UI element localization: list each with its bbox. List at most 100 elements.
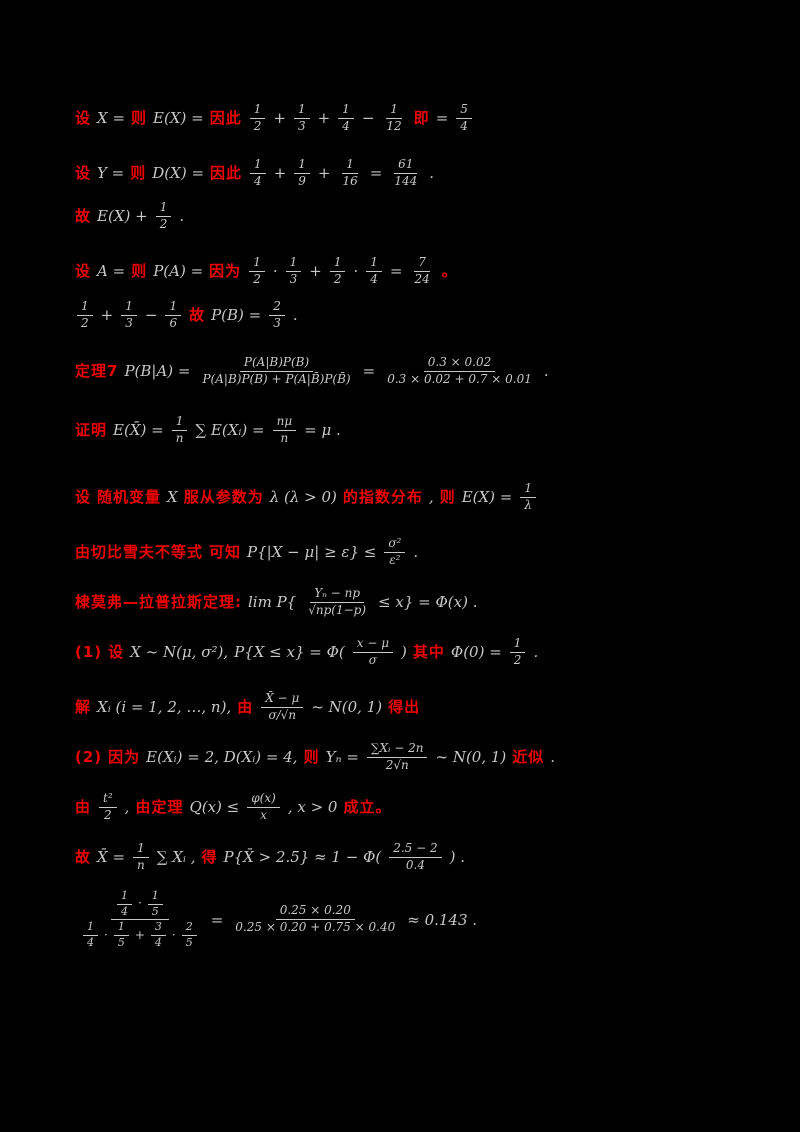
math-text: n xyxy=(175,430,184,445)
fraction-denominator: 9 xyxy=(294,174,310,189)
math-text: 3 xyxy=(289,271,298,286)
math-text: λ xyxy=(524,497,532,512)
math-text: + xyxy=(317,109,331,128)
math-text: x − μ xyxy=(356,636,390,650)
math-text: 1 xyxy=(175,414,184,428)
fraction-numerator: X̄ − μ xyxy=(261,691,304,708)
math-text: 2 xyxy=(104,807,112,822)
math-text: , xyxy=(124,798,130,817)
math-text: 4 xyxy=(342,118,350,133)
math-text: x xyxy=(260,807,267,822)
red-term: (1) xyxy=(75,643,103,662)
math-text: 2 xyxy=(273,299,281,313)
math-text: E(X) = xyxy=(153,109,204,128)
red-term: 因此 xyxy=(209,109,242,128)
math-text: + xyxy=(317,164,331,183)
math-text: · xyxy=(171,927,176,942)
math-text: 3 xyxy=(297,118,306,133)
red-term: 设 xyxy=(108,643,125,662)
fraction-numerator: 1 xyxy=(116,889,132,905)
fraction-numerator: 1 xyxy=(293,102,310,119)
fraction: 0.3 × 0.02 0.3 × 0.02 + 0.7 × 0.01 xyxy=(383,355,536,387)
fraction-numerator: nμ xyxy=(272,414,297,431)
math-text: 0.4 xyxy=(405,857,425,872)
fraction-numerator: 3 xyxy=(150,921,166,936)
math-text: 1 xyxy=(87,920,94,934)
math-text: + xyxy=(134,927,145,942)
math-text: P(A|B)P(B) + P(A|B̄)P(B̄) xyxy=(202,371,351,386)
fraction-denominator: 2 xyxy=(250,119,266,134)
math-text: 12 xyxy=(386,118,402,133)
math-line: 由 t² 2, 由定理 Q(x) ≤ φ(x) x , x > 0 成立。 xyxy=(75,791,391,823)
math-text: 144 xyxy=(394,173,418,188)
math-text: 4 xyxy=(370,271,378,286)
red-term: 可知 xyxy=(209,543,242,562)
fraction: 0.25 × 0.20 0.25 × 0.20 + 0.75 × 0.40 xyxy=(231,904,399,935)
fraction-denominator: 0.4 xyxy=(402,858,429,873)
math-line: 解 Xᵢ (i = 1, 2, …, n), 由 X̄ − μ σ/√n ~ N(0, 1… xyxy=(75,691,421,723)
fraction-numerator: 1 xyxy=(338,102,354,119)
math-text: Yₙ = xyxy=(325,748,359,767)
math-text: 7 xyxy=(418,255,426,269)
red-term: 得出 xyxy=(388,698,421,717)
red-term: 解 xyxy=(75,698,92,717)
math-text: X = xyxy=(97,109,126,128)
fraction-denominator: σ/√n xyxy=(264,708,300,723)
fraction-numerator: σ² xyxy=(384,536,406,553)
math-line: 1 4 · 1 5 1 4 · 1 5 +3 4 · 2 5 = 0.25 × 0.20 0.25 × 0.20 … xyxy=(75,889,477,950)
math-text: 2 xyxy=(513,652,522,667)
math-text: Yₙ − np xyxy=(314,586,361,600)
math-text: E(X̄) = xyxy=(113,421,164,440)
math-text: = xyxy=(389,262,403,281)
math-text: = μ . xyxy=(304,421,341,440)
fraction-numerator: 5 xyxy=(456,102,472,119)
math-text: , xyxy=(428,488,434,507)
red-term: 的指数分布 xyxy=(342,488,423,507)
math-line: 1 2 +1 3−1 6 故 P(B) = 2 3. xyxy=(75,299,298,331)
fraction-denominator: n xyxy=(133,858,149,873)
red-term: 由 xyxy=(237,698,254,717)
math-text: · xyxy=(272,262,278,281)
math-text: 6 xyxy=(169,315,178,330)
math-text: . xyxy=(550,748,556,767)
math-text: · xyxy=(104,927,108,942)
fraction: 1 16 xyxy=(338,157,361,189)
math-text: 2√n xyxy=(385,757,409,772)
fraction-denominator: ε² xyxy=(385,553,404,568)
fraction-denominator: σ xyxy=(365,653,381,668)
math-text: X ~ N(μ, σ²), xyxy=(130,643,229,662)
math-text: 61 xyxy=(398,157,414,171)
math-text: ∑ Xᵢ , xyxy=(156,848,196,867)
red-term: 棣莫弗—拉普拉斯定理: xyxy=(75,593,242,612)
math-text: 4 xyxy=(120,904,128,918)
fraction-numerator: 1 xyxy=(77,299,93,316)
math-text: 1 xyxy=(346,157,354,171)
red-term: 则 xyxy=(130,164,147,183)
math-text: 0.3 × 0.02 xyxy=(427,355,492,369)
math-text: σ xyxy=(368,652,377,667)
math-text: lim P{ xyxy=(248,593,297,612)
fraction-numerator: 1 xyxy=(171,414,188,431)
math-text: · xyxy=(137,896,142,911)
math-text: . xyxy=(413,543,419,562)
fraction-numerator: 0.25 × 0.20 xyxy=(275,904,355,921)
red-term: 因为 xyxy=(209,262,242,281)
fraction-numerator: 2 xyxy=(181,921,197,936)
fraction-numerator: Yₙ − np xyxy=(310,586,365,603)
math-text: Xᵢ (i = 1, 2, …, n), xyxy=(97,698,232,717)
fraction-denominator: 4 xyxy=(338,119,354,134)
math-text: 1 xyxy=(370,255,378,269)
math-text: ~ N(0, 1) xyxy=(435,748,507,767)
fraction-numerator: ∑Xᵢ − 2n xyxy=(366,741,428,758)
